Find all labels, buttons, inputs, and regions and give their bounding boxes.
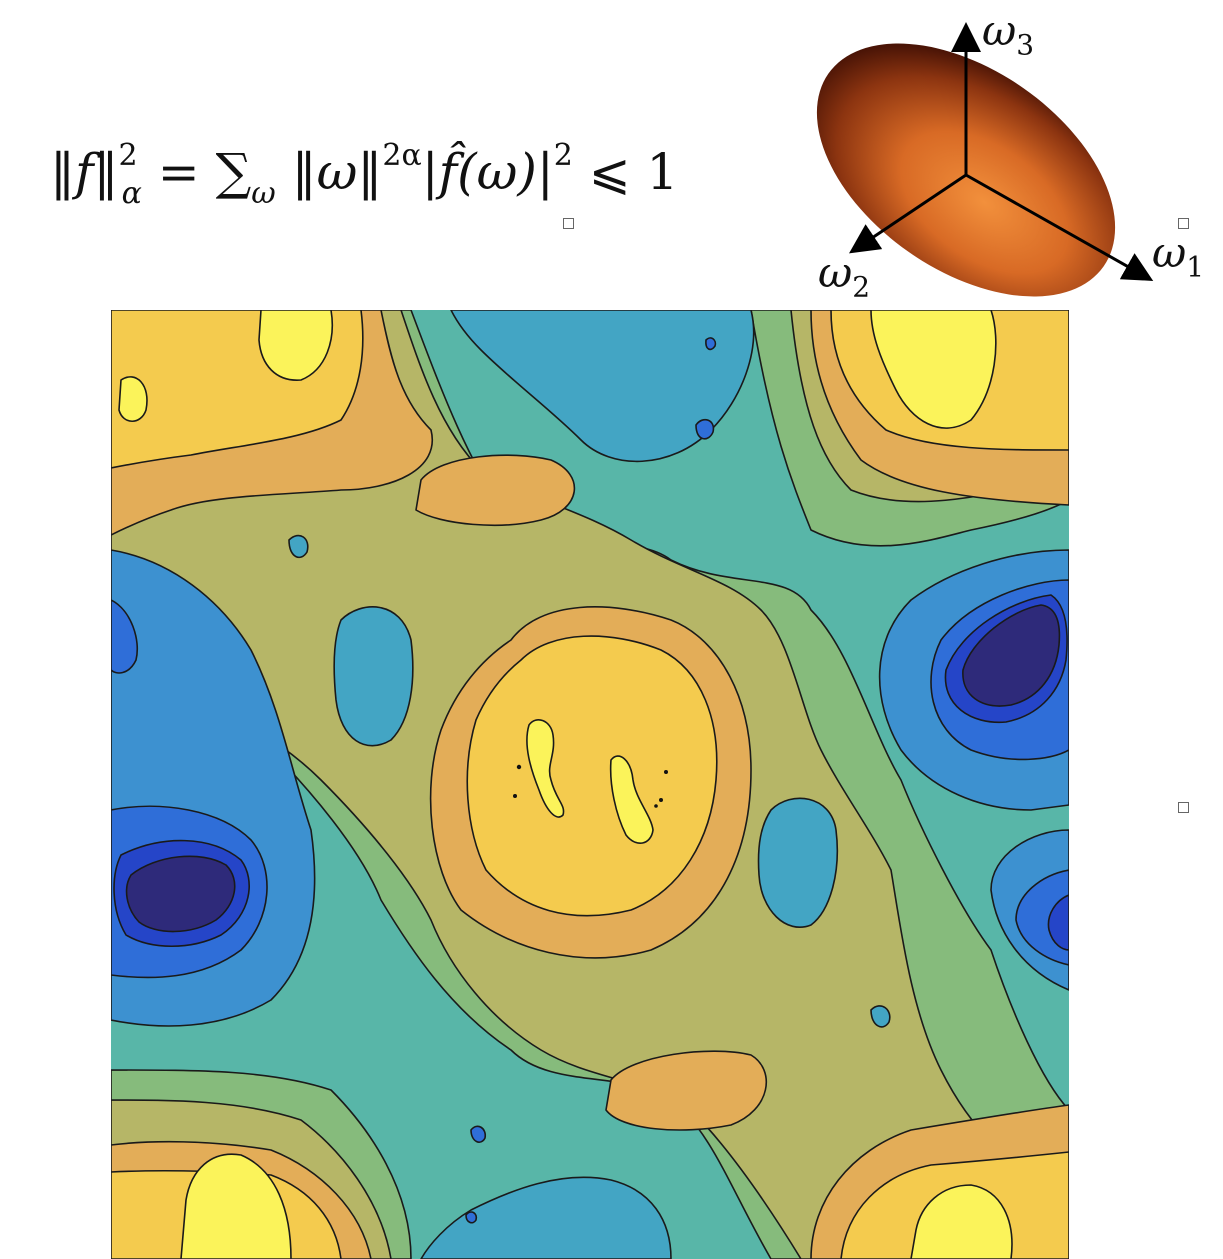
contour-bright-tl (258, 310, 333, 381)
contour-blue-bot (420, 1176, 672, 1259)
formula-term2: |f̂(ω)| (421, 143, 554, 201)
contour-orange-topblob (415, 454, 576, 526)
axis-w1-index: 1 (1186, 250, 1205, 284)
contour-yellow-center (466, 635, 718, 917)
placeholder-marker (563, 218, 574, 229)
contour-valley-left-edge (111, 599, 138, 674)
axis-w3-index: 3 (1016, 28, 1035, 62)
placeholder-marker (1178, 218, 1189, 229)
contour-map (111, 310, 1069, 1259)
contour-bright-bl (180, 1153, 292, 1259)
frequency-ellipsoid (816, 22, 1154, 297)
contour-bright-br (910, 1184, 1013, 1259)
norm-formula: ‖f‖2α = ∑ω ‖ω‖2α|f̂(ω)|2 ⩽ 1 (50, 138, 678, 211)
contour-valley-right-4 (962, 604, 1061, 707)
contour-blue-midl (333, 606, 414, 747)
axis-w2-symbol: ω (818, 248, 853, 297)
contour-blue-top (450, 310, 755, 463)
formula-term1-sup: 2α (382, 138, 422, 173)
contour-island-2 (705, 337, 717, 351)
axis-w2-arrow (849, 173, 967, 254)
axis-w1-arrow (965, 173, 1154, 281)
formula-norm-sup: 2 (118, 138, 138, 173)
axis-label-w1: ω1 (1152, 228, 1204, 283)
formula-relation: ⩽ 1 (572, 143, 679, 201)
contour-island-5 (470, 1125, 487, 1143)
axis-label-w3: ω3 (982, 6, 1034, 61)
contour-bright-c1 (526, 719, 565, 818)
formula-sum-sub: ω (251, 176, 276, 211)
formula-norm-sub: α (121, 176, 142, 211)
formula-equals: = (141, 143, 216, 201)
contour-valley-right-lower-3 (1047, 894, 1069, 951)
axis-label-w2: ω2 (818, 248, 870, 303)
contour-dots (513, 764, 668, 808)
contour-valley-left-4 (125, 855, 236, 933)
axis-w3-symbol: ω (982, 6, 1017, 55)
formula-sum: ∑ (215, 143, 252, 201)
contour-island-6 (465, 1211, 478, 1224)
axis-w2-index: 2 (852, 270, 871, 304)
contour-island-3 (288, 534, 309, 559)
contour-blue-midr (757, 797, 839, 928)
formula-term1: ‖ω‖ (275, 143, 383, 201)
contour-bright-tl-2 (118, 376, 148, 423)
contour-bright-c2 (609, 755, 654, 844)
contour-island-1 (695, 418, 715, 440)
formula-term2-sup: 2 (553, 138, 573, 173)
placeholder-marker (1178, 802, 1189, 813)
contour-bright-tr (870, 310, 997, 429)
formula-norm: ‖f‖ (50, 143, 119, 201)
contour-island-4 (870, 1005, 891, 1028)
axis-w1-symbol: ω (1152, 228, 1187, 277)
contour-orange-botblob (605, 1050, 767, 1131)
